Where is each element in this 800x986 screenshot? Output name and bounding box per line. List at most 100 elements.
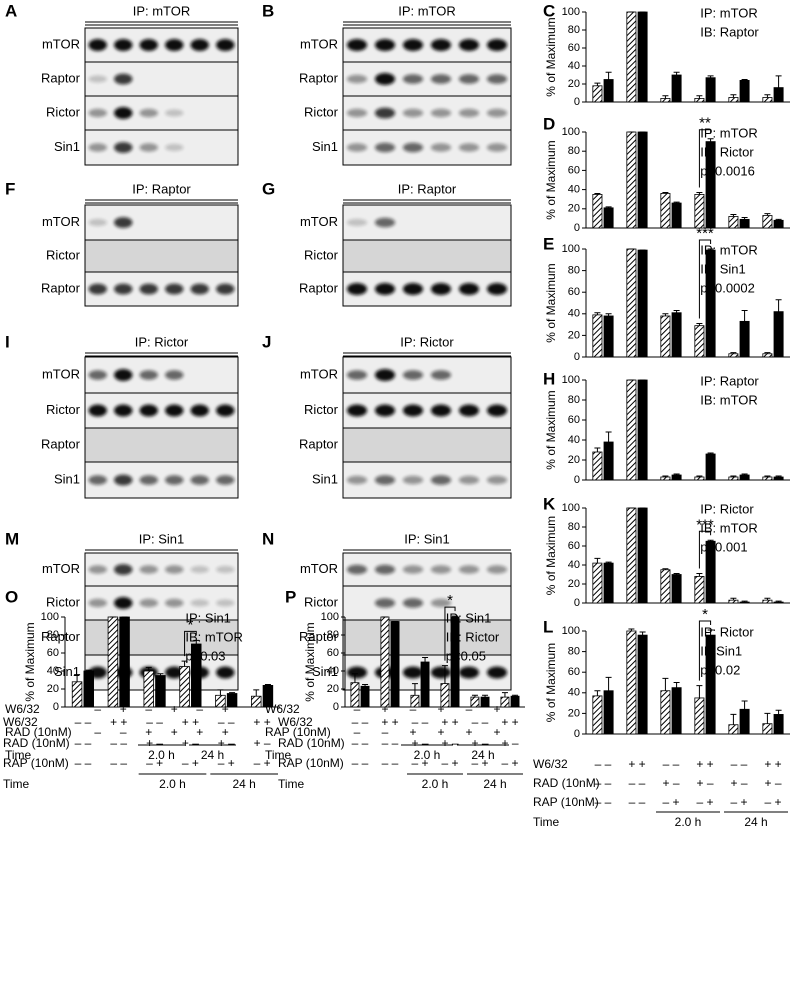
error-bar [673, 473, 680, 475]
blot-strip [342, 129, 512, 166]
condition-mark: + – [254, 736, 271, 750]
time-label: Time [278, 777, 305, 791]
y-axis-label: % of Maximum [544, 17, 558, 96]
significance-bracket [698, 530, 712, 569]
condition-mark: + [145, 725, 152, 739]
blot-strip [342, 271, 512, 307]
band [346, 404, 368, 417]
condition-mark: – [94, 725, 101, 739]
significance: * [702, 606, 708, 623]
y-tick-label: 80 [568, 521, 580, 533]
band [139, 598, 158, 608]
y-tick-label: 80 [47, 629, 59, 641]
blot-strip [84, 95, 239, 131]
bar [626, 11, 637, 103]
band [165, 598, 184, 608]
bar [480, 696, 490, 708]
bar [660, 569, 671, 604]
condition-mark: – + [730, 795, 747, 809]
condition-mark: – – [352, 715, 369, 729]
band [165, 565, 184, 574]
bar [119, 616, 130, 708]
band [430, 74, 452, 84]
bar [500, 696, 510, 708]
condition-mark: – – [382, 756, 399, 770]
error-bar [157, 673, 164, 676]
bar [660, 193, 671, 229]
significance: ** [699, 115, 711, 132]
band [402, 74, 424, 84]
y-tick-label: 60 [568, 414, 580, 426]
band [486, 108, 508, 118]
condition-label: RAD (10nM) [3, 736, 70, 750]
band [114, 142, 133, 153]
y-tick-label: 80 [327, 629, 339, 641]
row-label: Raptor [41, 629, 81, 644]
row-label: Rictor [304, 402, 339, 417]
band [88, 108, 107, 118]
bar [671, 574, 682, 604]
y-axis-label: % of Maximum [544, 263, 558, 342]
condition-mark: – [354, 725, 361, 739]
band [458, 283, 480, 295]
row-label: Sin1 [54, 139, 80, 154]
significance: * [447, 592, 453, 609]
ip-title: IP: Raptor [398, 181, 457, 196]
band [458, 666, 480, 679]
condition-mark: – – [731, 757, 748, 771]
band [190, 283, 209, 295]
error-bar [707, 629, 714, 636]
bar [660, 690, 671, 735]
time-group: 24 h [232, 777, 255, 791]
bar [773, 601, 784, 604]
band [114, 404, 133, 417]
band [486, 39, 508, 51]
annotation: IB:Sin1 [700, 643, 742, 658]
condition-label: W6/32 [5, 702, 40, 716]
band [430, 283, 452, 295]
annotation: IB: Rictor [446, 629, 500, 644]
annotation: IP: mTOR [700, 5, 758, 20]
y-tick-label: 0 [574, 597, 580, 609]
row-label: Sin1 [312, 471, 338, 486]
row-label: Rictor [46, 594, 81, 609]
panel-letter: D [543, 114, 555, 133]
error-bar [662, 677, 669, 691]
y-tick-label: 40 [568, 687, 580, 699]
blot-strip [342, 239, 512, 273]
error-bar [707, 248, 714, 251]
error-bar [730, 597, 737, 601]
condition-mark: – + [471, 756, 488, 770]
bar [739, 601, 750, 604]
bar [592, 695, 603, 735]
condition-mark: – [145, 702, 152, 716]
condition-mark: + [409, 725, 416, 739]
band [374, 39, 396, 51]
row-label: Raptor [41, 280, 81, 295]
y-tick-label: 100 [562, 126, 580, 138]
band [486, 404, 508, 417]
condition-mark: + – [182, 736, 199, 750]
band [216, 283, 235, 295]
bar [637, 507, 648, 604]
annotation: p<0.0002 [700, 280, 755, 295]
y-tick-label: 40 [568, 184, 580, 196]
condition-mark: – + [254, 756, 271, 770]
band [88, 565, 107, 574]
blot-strip [342, 392, 512, 429]
condition-label: RAP (10nM) [265, 725, 331, 739]
error-bar [362, 684, 369, 687]
band [346, 475, 368, 485]
y-tick-label: 100 [562, 625, 580, 637]
error-bar [673, 682, 680, 688]
bar [671, 687, 682, 735]
band [216, 39, 235, 51]
condition-mark: + – [764, 776, 781, 790]
bar [671, 74, 682, 103]
error-bar [741, 310, 748, 322]
condition-mark: + – [218, 736, 235, 750]
y-tick-label: 40 [568, 308, 580, 320]
error-bar [605, 676, 612, 691]
blot-strip [84, 392, 239, 429]
error-bar [229, 692, 236, 694]
